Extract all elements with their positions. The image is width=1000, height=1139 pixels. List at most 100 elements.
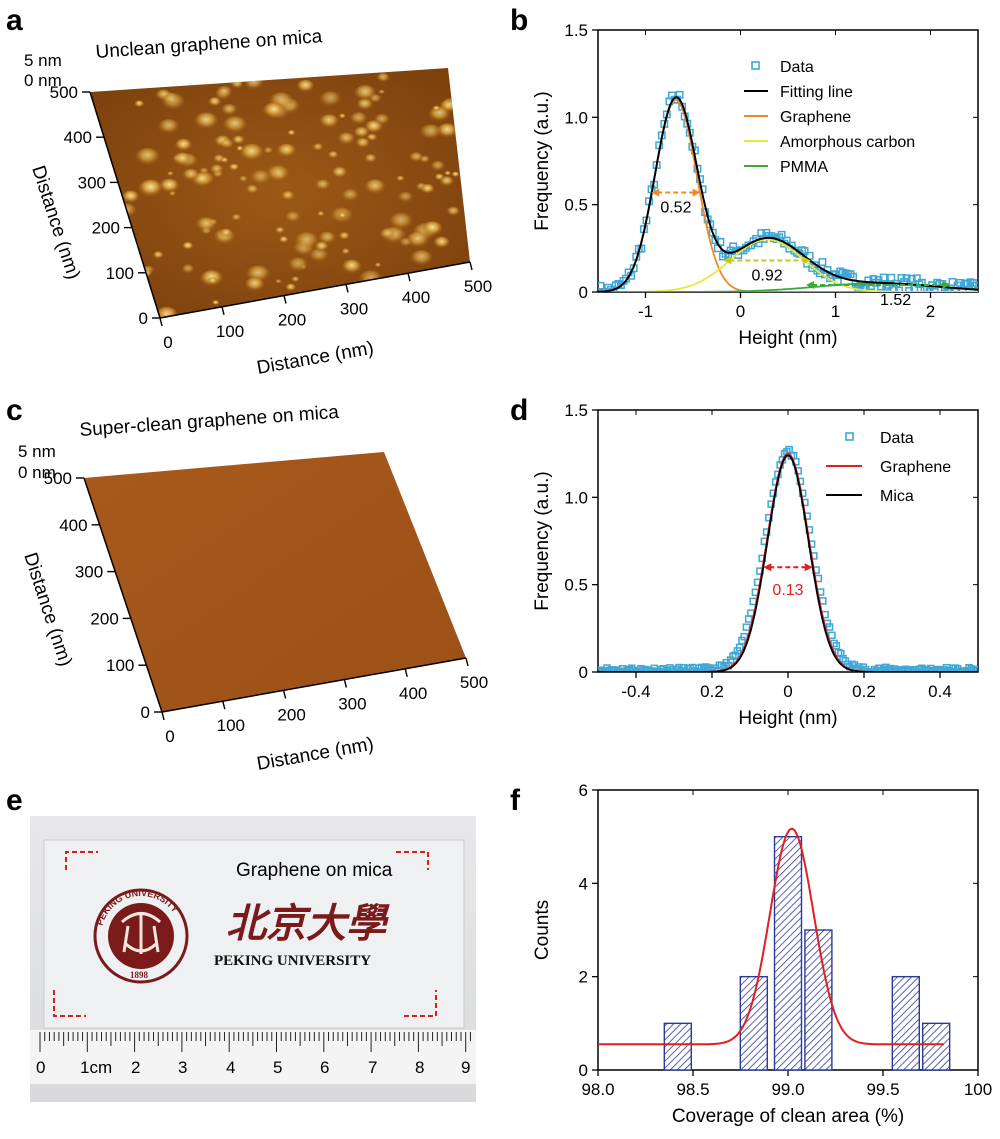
surface-bump bbox=[430, 160, 445, 172]
surface-bump bbox=[287, 130, 296, 136]
surface-bump bbox=[276, 143, 296, 158]
surface-bump bbox=[244, 76, 264, 91]
fwhm-annotation-arrow-left bbox=[723, 256, 732, 265]
x-tick bbox=[283, 295, 287, 304]
surface-bump bbox=[296, 79, 315, 93]
legend-label: Amorphous carbon bbox=[780, 134, 915, 151]
surface-bump bbox=[266, 165, 290, 183]
data-point bbox=[832, 642, 841, 650]
data-point bbox=[828, 631, 836, 640]
panel-e: e Graphene on mica PEKING UNIVERSITY 189… bbox=[6, 784, 476, 1102]
y-tick-label: 400 bbox=[64, 128, 92, 147]
data-point bbox=[805, 251, 814, 260]
afm-title-c: Super-clean graphene on mica bbox=[79, 402, 340, 441]
x-tick bbox=[345, 284, 349, 293]
university-name-chinese: 北京大學 bbox=[226, 901, 390, 946]
y-tick-label: 100 bbox=[106, 656, 134, 675]
surface-bump bbox=[135, 147, 160, 166]
x-tick-label: -1 bbox=[638, 302, 653, 321]
surface-bump bbox=[138, 179, 163, 198]
surface-bump bbox=[364, 154, 377, 164]
surface-bump bbox=[152, 251, 164, 260]
x-tick-label: 500 bbox=[460, 673, 488, 692]
surface-bump bbox=[420, 183, 435, 195]
surface-bump bbox=[210, 164, 224, 175]
surface-bump bbox=[389, 212, 413, 231]
data-point bbox=[738, 636, 746, 645]
y-tick-label: 0.5 bbox=[564, 576, 588, 595]
fwhm-annotation-arrow-right bbox=[942, 281, 951, 290]
y-tick-label: 0.5 bbox=[564, 196, 588, 215]
surface-bump bbox=[338, 232, 350, 241]
surface-bump bbox=[433, 236, 450, 249]
x-tick-label: 500 bbox=[464, 277, 492, 296]
data-point bbox=[850, 661, 859, 669]
ruler-unit: 1cm bbox=[80, 1058, 112, 1077]
ruler-number: 8 bbox=[415, 1058, 424, 1077]
surface-bump bbox=[207, 277, 218, 285]
surface-bump bbox=[167, 171, 174, 177]
surface-bump bbox=[275, 279, 282, 284]
surface-bump bbox=[410, 250, 433, 267]
surface-bump bbox=[291, 276, 300, 283]
x-tick-label: 98.5 bbox=[676, 1080, 709, 1099]
x-tick bbox=[343, 679, 348, 688]
y-tick-label: 1.0 bbox=[564, 488, 588, 507]
surface-bump bbox=[437, 123, 458, 139]
surface-bump bbox=[446, 206, 460, 217]
surface-bump bbox=[275, 226, 285, 234]
university-name-english: PEKING UNIVERSITY bbox=[214, 953, 371, 969]
x-axis-label-c: Distance (nm) bbox=[255, 734, 375, 775]
data-point bbox=[661, 668, 670, 672]
data-point bbox=[815, 269, 824, 278]
legend-label: Data bbox=[780, 59, 814, 76]
plot-area bbox=[598, 445, 978, 672]
x-tick-label: 0.2 bbox=[852, 682, 876, 701]
ruler-number: 5 bbox=[273, 1058, 282, 1077]
surface-bump bbox=[379, 228, 395, 240]
y-tick-label: 0 bbox=[579, 1061, 588, 1080]
surface-bump bbox=[314, 241, 329, 252]
surface-bump bbox=[155, 306, 178, 318]
annotation-label: 0.92 bbox=[752, 268, 783, 285]
surface-bump bbox=[419, 124, 442, 141]
ruler-number: 2 bbox=[131, 1058, 140, 1077]
data-point bbox=[887, 273, 896, 282]
data-point bbox=[740, 632, 748, 641]
x-tick bbox=[469, 261, 473, 271]
surface-bump bbox=[279, 236, 289, 244]
panel-c: c Super-clean graphene on mica 5 nm 0 nm… bbox=[6, 394, 488, 775]
surface-bump bbox=[263, 147, 273, 155]
data-point bbox=[834, 648, 843, 657]
series-line-graphene bbox=[598, 452, 978, 672]
ruler: 0 1cm 2 3 4 5 6 7 8 9 bbox=[30, 1030, 476, 1084]
y-axis-label-c: Distance (nm) bbox=[19, 550, 76, 669]
data-point bbox=[731, 651, 739, 660]
surface-bump bbox=[328, 151, 339, 159]
data-point bbox=[681, 668, 690, 672]
gaussian-fit-line bbox=[598, 827, 944, 1046]
surface-bump bbox=[229, 163, 239, 172]
plot-area bbox=[598, 90, 978, 292]
x-tick-label: 0 bbox=[736, 302, 745, 321]
x-tick-label: 0.4 bbox=[928, 682, 952, 701]
x-axis-label-a: Distance (nm) bbox=[255, 338, 375, 379]
surface-bump bbox=[244, 277, 265, 292]
y-axis-label: Counts bbox=[532, 900, 553, 960]
fwhm-annotation-arrow-right bbox=[802, 256, 811, 265]
surface-bump bbox=[356, 98, 373, 111]
surface-bump bbox=[444, 170, 452, 176]
x-tick-label: 99.5 bbox=[866, 1080, 899, 1099]
surface-bump bbox=[281, 190, 295, 201]
data-point bbox=[974, 666, 978, 672]
x-tick-label: 0.2 bbox=[700, 682, 724, 701]
data-point bbox=[742, 623, 751, 631]
photo-graphene-on-mica: Graphene on mica PEKING UNIVERSITY 1898 … bbox=[30, 816, 476, 1102]
fwhm-annotation-arrow-left bbox=[651, 188, 660, 197]
x-tick-label: 200 bbox=[278, 311, 306, 330]
y-tick-label: 500 bbox=[50, 83, 78, 102]
y-tick-label: 4 bbox=[579, 874, 588, 893]
z-scale-top-c: 5 nm bbox=[18, 442, 56, 461]
z-scale-bottom-a: 0 nm bbox=[24, 71, 62, 90]
